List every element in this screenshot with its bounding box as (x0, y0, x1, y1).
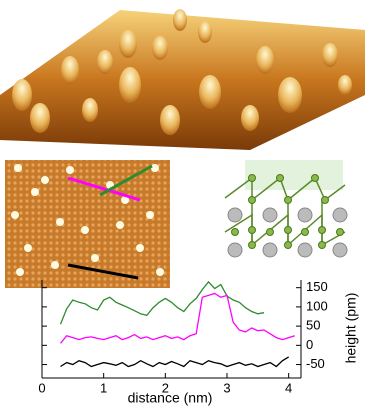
stm-3d (0, 9, 365, 150)
y-tick-label: 150 (306, 279, 328, 294)
x-tick-label: 2 (162, 380, 169, 395)
x-tick-label: 0 (38, 380, 45, 395)
profile-line (59, 292, 295, 344)
x-axis-label: distance (nm) (128, 390, 213, 406)
y-tick-label: 100 (306, 298, 328, 313)
x-tick-label: 4 (285, 380, 292, 395)
profile-line (60, 356, 290, 368)
y-tick-label: 0 (306, 337, 313, 352)
profile-line (59, 280, 265, 325)
x-tick-label: 3 (223, 380, 230, 395)
y-axis-label: height (pm) (343, 293, 359, 364)
stm-2d (5, 160, 170, 288)
y-tick-label: 50 (306, 318, 320, 333)
y-tick-label: -50 (306, 356, 325, 371)
x-tick-label: 1 (100, 380, 107, 395)
crystal-structure (224, 160, 348, 258)
